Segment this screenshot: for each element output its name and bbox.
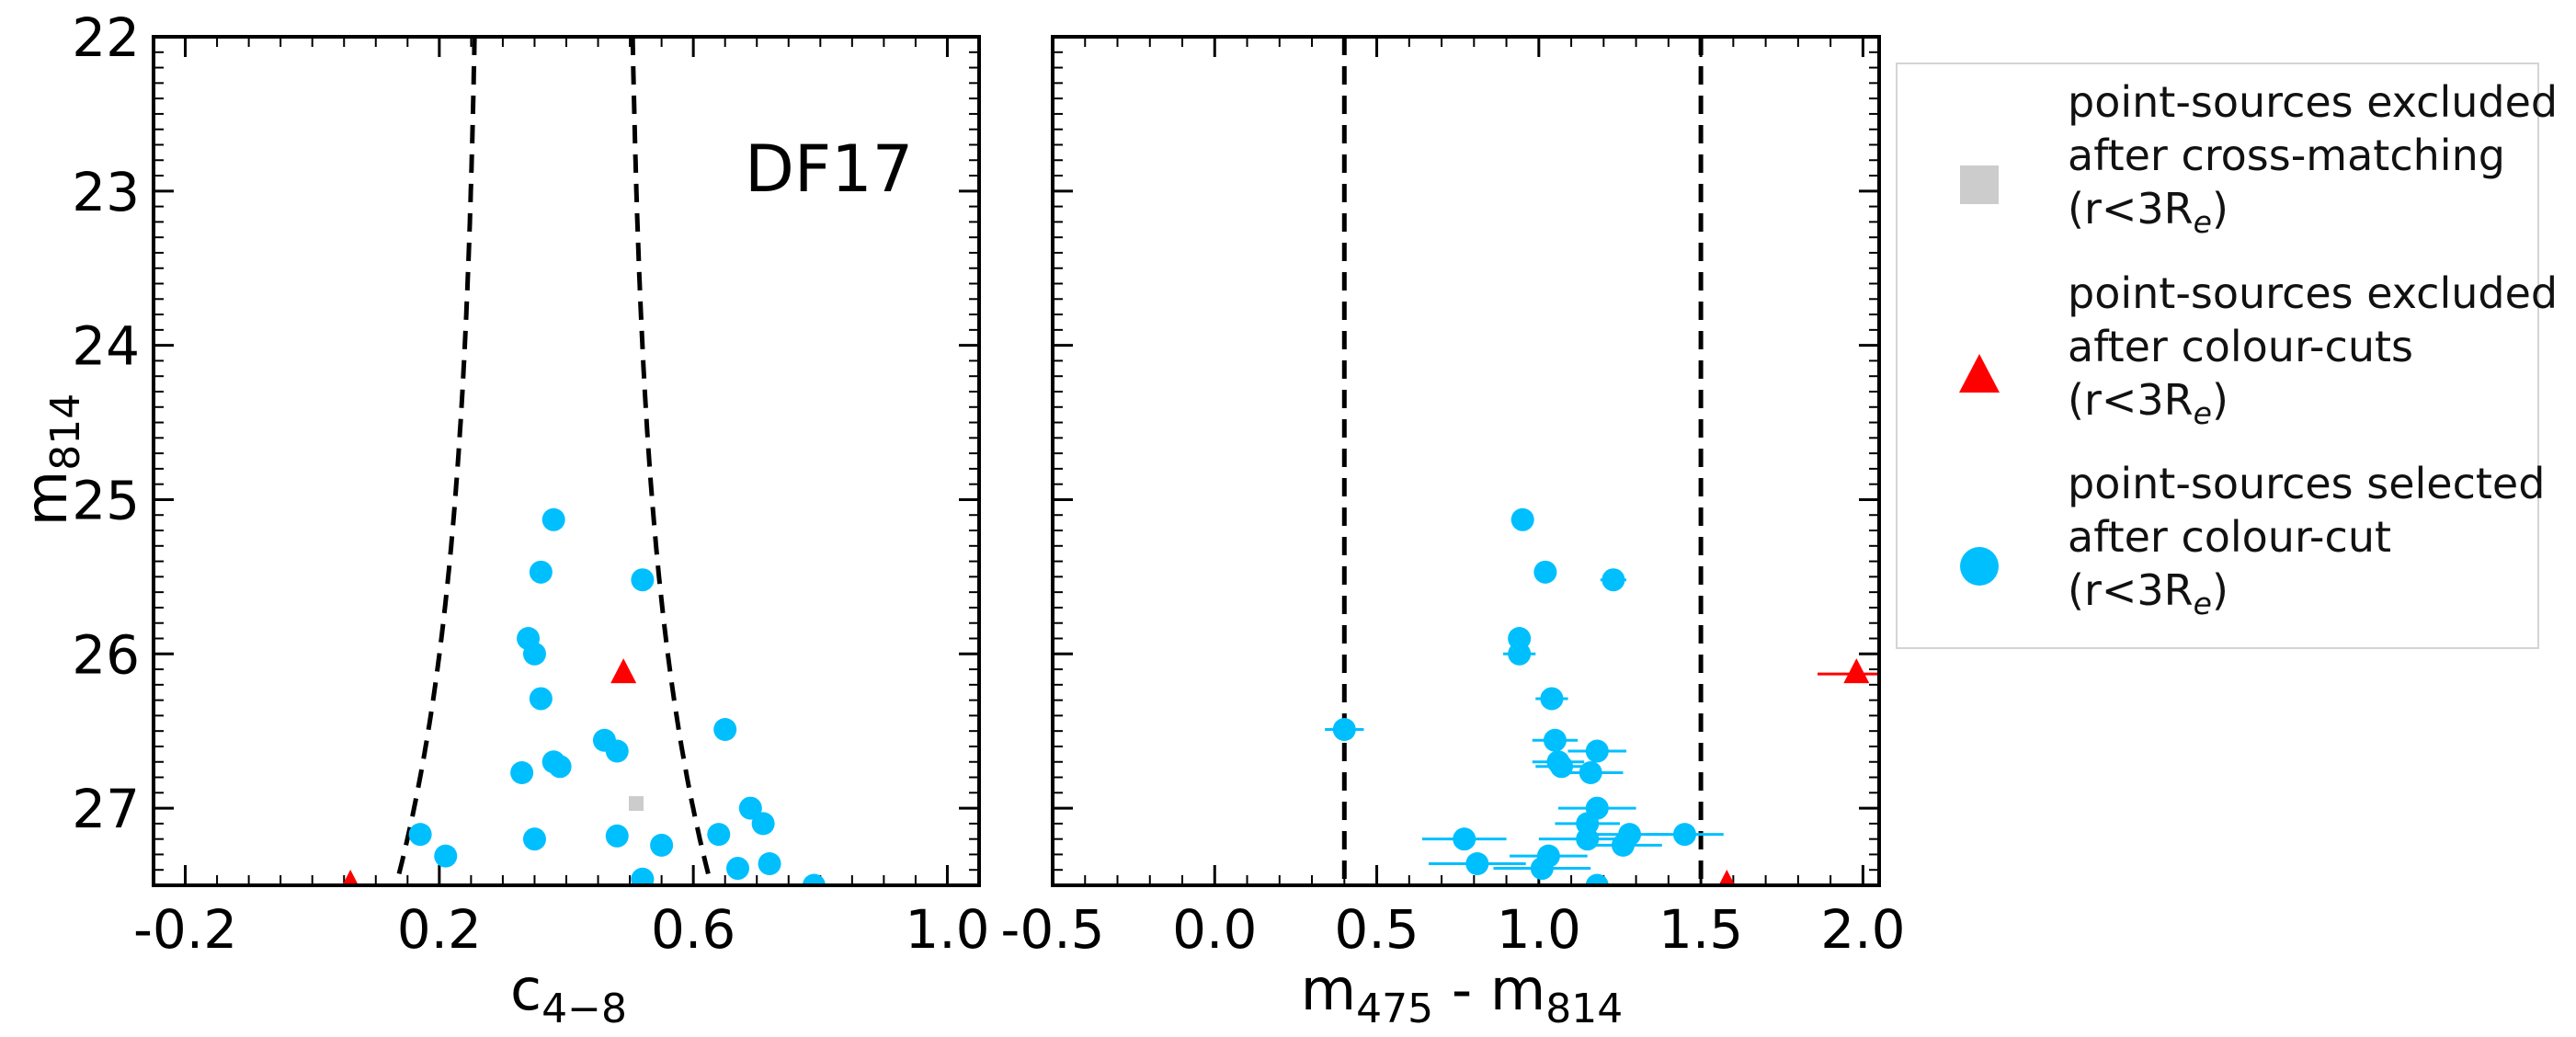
selected-point bbox=[408, 823, 432, 847]
selected-point bbox=[1585, 739, 1609, 763]
legend-label-line: (r<3R bbox=[2068, 375, 2194, 425]
selected-point bbox=[1579, 760, 1602, 784]
selected-point bbox=[1453, 827, 1476, 851]
selected-point bbox=[1576, 827, 1600, 851]
selected-point bbox=[605, 739, 629, 763]
x-tick-label: 1.5 bbox=[1658, 898, 1743, 961]
selected-point bbox=[1332, 718, 1356, 742]
x-tick-label: -0.5 bbox=[1000, 898, 1104, 961]
selected-point bbox=[751, 812, 775, 836]
x-tick-label: 2.0 bbox=[1820, 898, 1905, 961]
legend-label-line: (r<3R bbox=[2068, 184, 2194, 234]
selected-point bbox=[713, 718, 737, 742]
left-axes-frame bbox=[152, 35, 981, 887]
panel-annotation: DF17 bbox=[745, 131, 913, 207]
legend-label-line: after colour-cut bbox=[2068, 512, 2392, 562]
selected-point bbox=[541, 507, 565, 531]
selected-point bbox=[1543, 728, 1567, 752]
legend-label-line: after colour-cuts bbox=[2068, 322, 2413, 371]
selected-point bbox=[1533, 560, 1557, 584]
x-tick-label: 0.2 bbox=[397, 898, 482, 961]
y-tick-label: 22 bbox=[72, 6, 140, 69]
y-tick-label: 26 bbox=[72, 623, 140, 686]
selected-point bbox=[605, 824, 629, 848]
legend-label-line: ) bbox=[2211, 184, 2228, 234]
plot-area bbox=[342, 37, 826, 885]
legend-label-line: point-sources excluded bbox=[2068, 268, 2559, 318]
legend-triangle-marker bbox=[1959, 354, 2000, 393]
selected-point bbox=[1465, 852, 1489, 876]
selected-point bbox=[758, 852, 781, 876]
selected-point bbox=[1585, 873, 1609, 885]
selected-point bbox=[707, 823, 731, 847]
selected-point bbox=[529, 687, 553, 711]
plot-area bbox=[1325, 37, 1879, 885]
legend-label-subscript: e bbox=[2193, 395, 2212, 431]
legend-circle-marker bbox=[1960, 547, 1999, 586]
selected-point bbox=[529, 560, 553, 584]
y-tick-label: 23 bbox=[72, 161, 140, 223]
selected-point bbox=[650, 833, 674, 857]
selected-point bbox=[1601, 568, 1625, 592]
x-tick-label: -0.2 bbox=[133, 898, 237, 961]
excluded-colourcut-point bbox=[1843, 658, 1870, 684]
legend-label-line: (r<3R bbox=[2068, 565, 2194, 615]
y-tick-label: 27 bbox=[72, 778, 140, 840]
x-tick-label: 1.0 bbox=[905, 898, 989, 961]
legend-label-line: after cross-matching bbox=[2068, 131, 2505, 180]
selected-point bbox=[726, 857, 750, 881]
legend-label-line: point-sources excluded bbox=[2068, 77, 2559, 127]
excluded-colourcut-point bbox=[610, 658, 637, 684]
legend-square-marker bbox=[1960, 165, 1999, 204]
selected-point bbox=[522, 827, 546, 851]
selected-point bbox=[1672, 823, 1696, 847]
x-axis-label: c4−8 bbox=[510, 956, 627, 1032]
selected-point bbox=[1540, 687, 1564, 711]
selected-point bbox=[510, 760, 534, 784]
selected-point bbox=[434, 844, 458, 868]
selected-point bbox=[1611, 833, 1635, 857]
selected-point bbox=[738, 796, 762, 820]
excluded-colourcut-point bbox=[342, 870, 359, 885]
selected-point bbox=[1508, 642, 1532, 666]
selection-boundary-left bbox=[393, 37, 477, 885]
selected-point bbox=[1550, 755, 1574, 779]
x-tick-label: 0.0 bbox=[1172, 898, 1257, 961]
selected-point bbox=[631, 568, 655, 592]
x-tick-label: 0.5 bbox=[1334, 898, 1419, 961]
right-panel: -0.5 0.0 0.5 1.0 1.5 2.0 m475 - m814 bbox=[1000, 35, 1905, 1032]
legend-label-subscript: e bbox=[2193, 204, 2212, 240]
right-axes-frame bbox=[1051, 35, 1881, 887]
legend-label-line: ) bbox=[2211, 375, 2228, 425]
excluded-crossmatch-point bbox=[628, 796, 644, 812]
legend-label-line: ) bbox=[2211, 565, 2228, 615]
selected-point bbox=[631, 867, 655, 885]
selected-point bbox=[522, 642, 546, 666]
legend-label-line: point-sources selected bbox=[2068, 459, 2546, 508]
selection-boundary-right bbox=[630, 37, 714, 885]
selected-point bbox=[1510, 507, 1534, 531]
x-tick-label: 1.0 bbox=[1497, 898, 1581, 961]
left-panel: -0.2 0.2 0.6 1.0 22 23 24 25 26 27 DF17 c4−8 m814 bbox=[13, 6, 990, 1032]
legend: point-sources excluded after cross-match… bbox=[1896, 63, 2558, 649]
x-tick-label: 0.6 bbox=[651, 898, 735, 961]
y-axis-label: m814 bbox=[13, 393, 89, 526]
selected-point bbox=[548, 755, 572, 779]
y-tick-label: 25 bbox=[72, 469, 140, 531]
y-tick-label: 24 bbox=[72, 315, 140, 378]
x-axis-label: m475 - m814 bbox=[1301, 956, 1624, 1032]
selected-point bbox=[1530, 857, 1554, 881]
selected-point bbox=[802, 873, 826, 885]
excluded-colourcut-point bbox=[1718, 870, 1736, 885]
legend-label-subscript: e bbox=[2193, 586, 2212, 621]
